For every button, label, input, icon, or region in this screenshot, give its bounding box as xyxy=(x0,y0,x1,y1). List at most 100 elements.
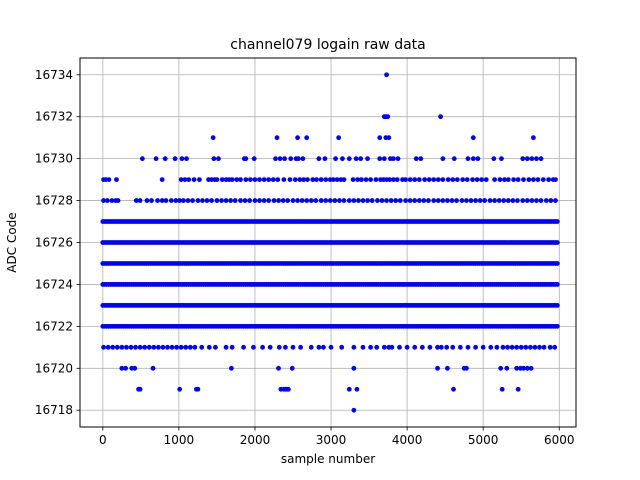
data-point xyxy=(285,198,291,203)
data-point xyxy=(534,198,539,203)
data-point xyxy=(333,156,339,162)
data-point xyxy=(289,365,295,371)
data-point xyxy=(553,198,558,203)
data-point xyxy=(515,198,520,203)
data-point xyxy=(426,198,431,203)
data-points xyxy=(100,72,560,413)
data-point xyxy=(314,177,319,183)
data-point xyxy=(199,344,205,350)
data-point xyxy=(287,177,293,183)
data-point xyxy=(190,198,195,203)
data-point xyxy=(266,177,272,183)
data-point xyxy=(543,198,549,203)
x-tick-label: 2000 xyxy=(240,433,271,447)
data-point xyxy=(389,344,395,350)
data-point xyxy=(353,156,359,162)
data-point xyxy=(223,344,229,350)
data-point xyxy=(308,198,314,203)
data-point xyxy=(351,365,357,371)
data-point xyxy=(300,156,306,162)
data-point xyxy=(282,344,288,350)
data-point xyxy=(355,177,361,183)
data-point xyxy=(137,344,143,350)
data-point xyxy=(304,135,310,141)
data-point xyxy=(332,198,338,203)
data-point xyxy=(149,198,154,203)
data-point xyxy=(252,198,258,203)
data-point xyxy=(359,177,364,183)
data-point xyxy=(412,177,418,183)
data-point xyxy=(526,177,532,183)
data-point xyxy=(470,156,476,162)
data-point xyxy=(356,198,361,203)
data-point xyxy=(228,198,234,203)
data-point xyxy=(142,344,148,350)
data-point xyxy=(363,177,369,183)
y-tick-label: 16726 xyxy=(35,236,73,250)
data-point xyxy=(454,177,460,183)
data-point xyxy=(515,386,521,392)
data-point xyxy=(482,198,488,203)
data-point xyxy=(520,198,526,203)
x-tick-label: 0 xyxy=(99,433,107,447)
data-point xyxy=(195,386,201,392)
data-point xyxy=(119,344,125,350)
data-point xyxy=(535,177,541,183)
data-point xyxy=(505,198,511,203)
data-point xyxy=(552,344,558,350)
data-point xyxy=(427,344,433,350)
data-point xyxy=(339,344,345,350)
data-point xyxy=(280,198,286,203)
data-point xyxy=(340,156,345,162)
data-point xyxy=(360,198,366,203)
data-point xyxy=(524,156,530,162)
data-point xyxy=(155,198,160,203)
data-point xyxy=(155,344,161,350)
data-point xyxy=(195,198,201,203)
data-point xyxy=(247,198,253,203)
data-point xyxy=(537,344,542,350)
data-point xyxy=(504,365,510,371)
x-tick-label: 5000 xyxy=(468,433,499,447)
data-point xyxy=(323,198,329,203)
data-point xyxy=(168,198,174,203)
data-point xyxy=(496,198,502,203)
data-point xyxy=(488,344,494,350)
data-point xyxy=(360,344,366,350)
data-point xyxy=(440,198,446,203)
data-point xyxy=(184,156,189,162)
data-point xyxy=(479,177,485,183)
data-point xyxy=(132,365,138,371)
data-point xyxy=(114,177,119,183)
data-point xyxy=(435,177,441,183)
data-point xyxy=(529,156,535,162)
data-point xyxy=(369,198,375,203)
data-point xyxy=(277,156,283,162)
data-point xyxy=(416,198,422,203)
data-point xyxy=(377,135,383,141)
data-point xyxy=(435,365,440,371)
data-point xyxy=(177,386,183,392)
data-point xyxy=(514,344,520,350)
data-point xyxy=(438,344,444,350)
data-point xyxy=(548,198,554,203)
data-point xyxy=(238,198,243,203)
data-point xyxy=(538,198,544,203)
data-point xyxy=(464,177,470,183)
data-point xyxy=(368,344,374,350)
data-point xyxy=(223,198,229,203)
data-point xyxy=(407,177,413,183)
data-point xyxy=(381,344,387,350)
data-point xyxy=(228,365,234,371)
data-point xyxy=(384,198,389,203)
data-point xyxy=(547,344,553,350)
data-point xyxy=(554,302,560,308)
data-point xyxy=(554,219,560,224)
data-point xyxy=(514,365,520,371)
data-point xyxy=(530,135,536,141)
data-point xyxy=(216,156,221,162)
data-point xyxy=(270,177,276,183)
data-point xyxy=(419,344,425,350)
data-point xyxy=(106,177,112,183)
y-axis-label: ADC Code xyxy=(5,212,19,272)
